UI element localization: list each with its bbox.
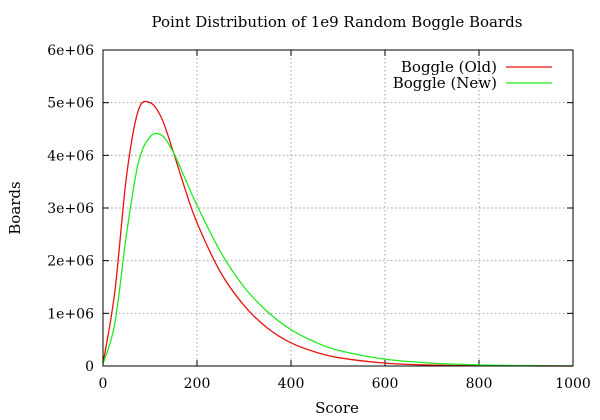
x-axis-label: Score — [315, 399, 359, 417]
y-tick-label: 4e+06 — [47, 148, 94, 164]
legend-label-2: Boggle (New) — [393, 74, 497, 92]
grid-lines — [103, 50, 573, 366]
chart-title: Point Distribution of 1e9 Random Boggle … — [152, 13, 523, 31]
x-tick-label: 0 — [99, 376, 108, 392]
x-tick-label: 200 — [184, 376, 211, 392]
legend: Boggle (Old)Boggle (New) — [393, 58, 552, 92]
legend-label-1: Boggle (Old) — [401, 58, 497, 76]
series-line-2 — [102, 132, 574, 367]
y-tick-label: 5e+06 — [47, 96, 94, 112]
x-tick-label: 1000 — [555, 376, 591, 392]
series-lines — [102, 100, 574, 367]
y-tick-label: 0 — [85, 359, 94, 375]
axis-ticks: 0 200 400 600 800 1000 0 1e+06 2e+06 3e+06 4e+06 5e… — [47, 43, 591, 392]
x-tick-label: 400 — [278, 376, 305, 392]
y-tick-label: 3e+06 — [47, 201, 94, 217]
y-axis-label: Boards — [6, 181, 24, 234]
x-tick-label: 800 — [466, 376, 493, 392]
y-tick-label: 6e+06 — [47, 43, 94, 59]
series-line-1 — [102, 100, 574, 367]
y-tick-label: 1e+06 — [47, 306, 94, 322]
x-tick-label: 600 — [372, 376, 399, 392]
y-tick-label: 2e+06 — [47, 254, 94, 270]
plot-frame — [102, 49, 574, 367]
